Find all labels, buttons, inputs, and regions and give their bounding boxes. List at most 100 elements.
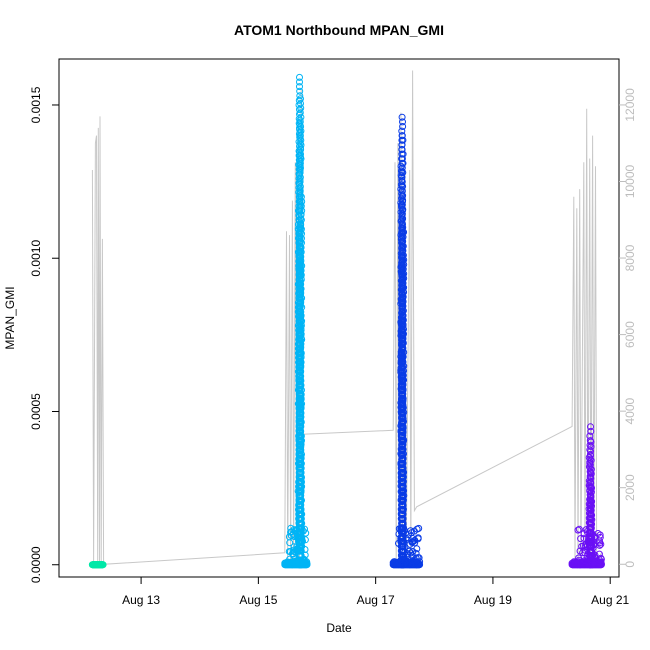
data-point (295, 228, 303, 236)
data-point (297, 334, 305, 342)
data-point (399, 221, 406, 228)
data-point (297, 556, 305, 564)
data-point (297, 291, 304, 299)
data-point (296, 348, 304, 356)
data-point (297, 443, 305, 451)
data-point (296, 397, 304, 405)
y2-tick-label: 8000 (623, 244, 637, 271)
y2-tick-label: 4000 (623, 397, 637, 424)
data-point (411, 536, 419, 544)
axes-layer: 0.0000 0.0005 0.0010 0.0015 0 2000 4000 6000 800… (29, 86, 637, 607)
data-point (397, 329, 405, 337)
data-point (295, 385, 303, 393)
data-point (295, 147, 303, 155)
data-point (398, 334, 406, 342)
chart-title: ATOM1 Northbound MPAN_GMI (234, 22, 444, 38)
data-point (399, 346, 407, 354)
data-point (398, 465, 406, 473)
data-point (398, 176, 406, 184)
data-point (295, 380, 303, 388)
data-point (398, 234, 406, 242)
data-point (297, 268, 304, 276)
data-point (409, 548, 417, 555)
data-point (296, 429, 304, 437)
data-point (399, 415, 407, 423)
x-tick-label: Aug 17 (357, 593, 395, 607)
data-point (588, 484, 595, 492)
data-point (296, 415, 304, 423)
data-point (585, 454, 593, 461)
data-point (296, 329, 304, 337)
data-point (574, 526, 582, 534)
data-point (398, 456, 406, 464)
y2-tick-label: 0 (623, 561, 637, 568)
data-point (296, 401, 304, 409)
data-point (398, 303, 406, 311)
x-axis-label: Date (326, 621, 352, 635)
data-point (296, 392, 304, 400)
data-point (398, 202, 405, 210)
data-point (399, 233, 407, 241)
data-point (295, 161, 303, 169)
data-point (398, 193, 406, 201)
data-point (399, 401, 407, 409)
data-point (399, 392, 407, 400)
data-point (398, 268, 406, 276)
data-point (287, 524, 295, 532)
data-point (587, 443, 595, 451)
data-point (399, 479, 407, 487)
data-point (399, 429, 407, 437)
data-point (399, 150, 407, 158)
data-point (295, 170, 303, 178)
data-point (295, 270, 303, 278)
data-point (399, 533, 407, 541)
data-point (409, 535, 417, 542)
data-point (397, 320, 405, 328)
data-point (398, 364, 406, 372)
data-point (597, 554, 605, 562)
data-point (589, 530, 596, 538)
data-point (398, 216, 406, 224)
data-point (398, 127, 406, 135)
data-point (398, 502, 406, 510)
data-point (399, 299, 406, 307)
data-point (397, 181, 405, 189)
x-tick-label: Aug 21 (591, 593, 629, 607)
data-point (295, 389, 303, 397)
data-point (295, 130, 303, 138)
data-point (397, 167, 405, 175)
data-point (296, 126, 304, 133)
data-point (587, 519, 595, 527)
data-point (398, 277, 406, 285)
data-point (295, 216, 303, 224)
data-point (296, 263, 304, 271)
data-point (296, 456, 304, 464)
data-point (295, 224, 303, 232)
data-point (398, 155, 406, 163)
data-point (398, 443, 406, 451)
data-point (297, 144, 304, 152)
data-point (297, 452, 305, 460)
data-point (297, 202, 305, 210)
data-point (296, 295, 304, 303)
data-point (397, 348, 405, 356)
data-point (399, 433, 406, 441)
data-point (588, 561, 596, 569)
data-point (297, 104, 305, 112)
data-point (295, 484, 303, 492)
data-point (297, 447, 305, 455)
data-point (586, 458, 594, 466)
data-point (587, 489, 595, 497)
x-tick-label: Aug 13 (122, 593, 160, 607)
series-2 (389, 113, 424, 569)
data-point (296, 282, 304, 290)
data-point (398, 461, 405, 469)
data-point (296, 78, 303, 86)
data-point (297, 529, 305, 537)
data-point (295, 184, 303, 192)
data-point (398, 493, 406, 501)
data-point (297, 410, 304, 418)
data-point (399, 484, 407, 492)
data-point (587, 427, 595, 435)
data-point (296, 305, 304, 313)
